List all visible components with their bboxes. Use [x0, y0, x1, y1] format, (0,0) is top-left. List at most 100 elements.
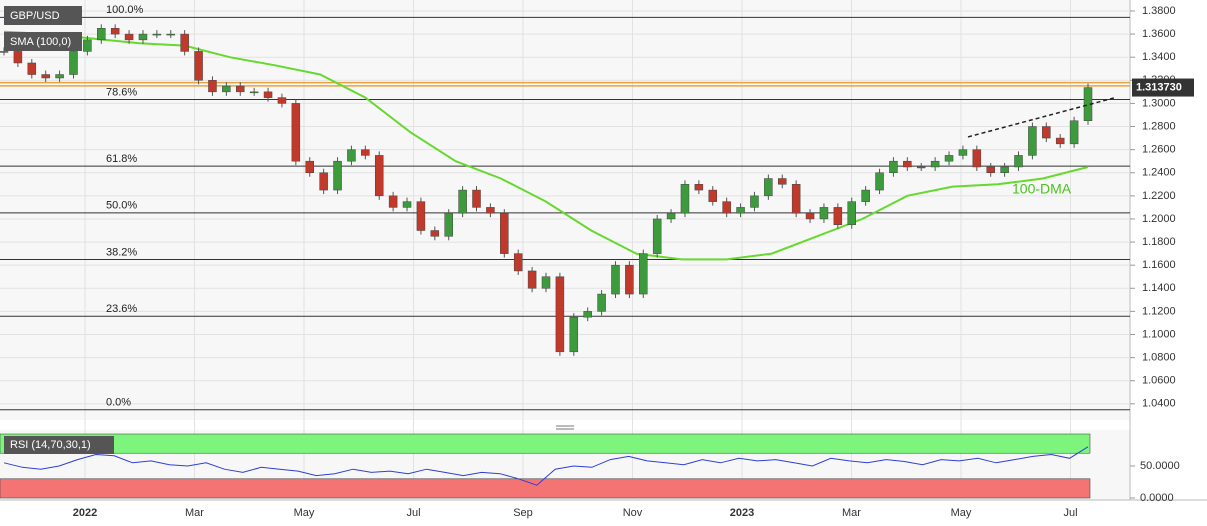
- candle: [333, 160, 342, 191]
- candle: [27, 62, 37, 75]
- candle: [986, 166, 995, 173]
- candle: [805, 212, 815, 220]
- candle: [13, 51, 23, 64]
- y-tick-label: 1.0400: [1142, 398, 1176, 410]
- candle: [916, 166, 926, 169]
- x-tick-label: Mar: [842, 507, 861, 519]
- y-tick-label: 0.0000: [1140, 492, 1174, 504]
- y-tick-label: 1.3800: [1142, 5, 1176, 17]
- candle: [958, 149, 968, 156]
- candle: [597, 293, 606, 312]
- candle: [930, 160, 940, 168]
- legend-box: [4, 6, 82, 25]
- candle: [152, 33, 162, 36]
- candle: [249, 91, 259, 94]
- candle: [847, 201, 856, 225]
- candle: [513, 253, 523, 272]
- y-tick-label: 1.0800: [1142, 352, 1176, 364]
- candle: [361, 149, 370, 156]
- candle: [291, 103, 301, 162]
- x-tick-label: Mar: [185, 507, 204, 519]
- candle: [764, 178, 773, 197]
- candle: [652, 218, 662, 254]
- fib-label: 78.6%: [106, 86, 137, 98]
- candle: [55, 74, 64, 79]
- candle: [639, 253, 648, 295]
- candle: [402, 201, 412, 208]
- candle: [861, 189, 870, 202]
- candle: [819, 207, 829, 220]
- candle: [750, 195, 759, 208]
- rsi-line: [3, 446, 1089, 486]
- fib-label: 38.2%: [106, 246, 137, 258]
- candle: [486, 207, 495, 214]
- y-tick-label: 1.2200: [1142, 190, 1176, 202]
- legend-box: [4, 436, 114, 454]
- x-tick-label: Jul: [406, 507, 420, 519]
- fib-label: 23.6%: [106, 303, 137, 315]
- candle: [972, 149, 982, 168]
- candle: [194, 51, 203, 81]
- price-box: [1132, 78, 1194, 97]
- candle: [541, 276, 551, 289]
- legend-box: [4, 32, 82, 51]
- candle: [527, 270, 537, 289]
- candle: [736, 207, 745, 214]
- y-tick-label: 1.0600: [1142, 375, 1176, 387]
- candle: [416, 201, 426, 231]
- candle: [83, 39, 92, 52]
- candle: [625, 264, 634, 295]
- candle: [1014, 155, 1023, 168]
- candle: [263, 91, 273, 98]
- layer: 2022 Mar May Jul Sep Nov 2023 Mar May Jul 1.0400 1.…: [0, 0, 1194, 519]
- candle: [1055, 137, 1065, 145]
- candle: [124, 33, 134, 41]
- y-tick-label: 1.2600: [1142, 144, 1176, 156]
- candle: [277, 97, 287, 104]
- candle: [708, 189, 718, 202]
- y-tick-label: 1.1600: [1142, 259, 1176, 271]
- trendline: [967, 96, 1116, 138]
- candle: [180, 33, 189, 52]
- candle: [1000, 166, 1009, 173]
- candle: [97, 28, 106, 41]
- candle: [500, 212, 509, 254]
- candle: [430, 230, 440, 237]
- candle: [138, 33, 148, 41]
- legend-sma: SMA (100,0): [10, 36, 71, 48]
- y-tick-label: 1.1400: [1142, 282, 1176, 294]
- candle: [778, 178, 787, 185]
- y-tick-label: 1.1800: [1142, 236, 1176, 248]
- y-tick-label: 1.1200: [1142, 305, 1176, 317]
- candle: [110, 28, 120, 35]
- y-tick-label: 1.3400: [1142, 51, 1176, 63]
- candle: [875, 172, 884, 191]
- candle: [444, 212, 453, 237]
- candle: [208, 80, 217, 93]
- x-tick-label: 2023: [730, 507, 754, 519]
- x-tick-label: 2022: [73, 507, 97, 519]
- x-tick-label: May: [951, 507, 972, 519]
- price-panel: [0, 0, 1130, 420]
- y-tick-label: 1.2400: [1142, 167, 1176, 179]
- candle: [41, 74, 50, 79]
- candle: [611, 264, 620, 295]
- candle: [1069, 120, 1079, 145]
- fib-label: 50.0%: [106, 200, 137, 212]
- candle: [319, 172, 328, 191]
- candle: [583, 311, 592, 318]
- candle: [694, 184, 704, 191]
- candle: [458, 189, 467, 214]
- candle: [305, 160, 314, 173]
- candle: [722, 201, 731, 214]
- candle: [944, 155, 954, 162]
- candle: [388, 195, 398, 208]
- candle: [791, 184, 801, 214]
- y-tick-label: 1.2800: [1142, 120, 1176, 132]
- fib-label: 61.8%: [106, 153, 137, 165]
- annotation: 100-DMA: [1012, 181, 1072, 197]
- candle: [889, 160, 898, 173]
- candle: [236, 85, 245, 93]
- candle: [1028, 126, 1037, 156]
